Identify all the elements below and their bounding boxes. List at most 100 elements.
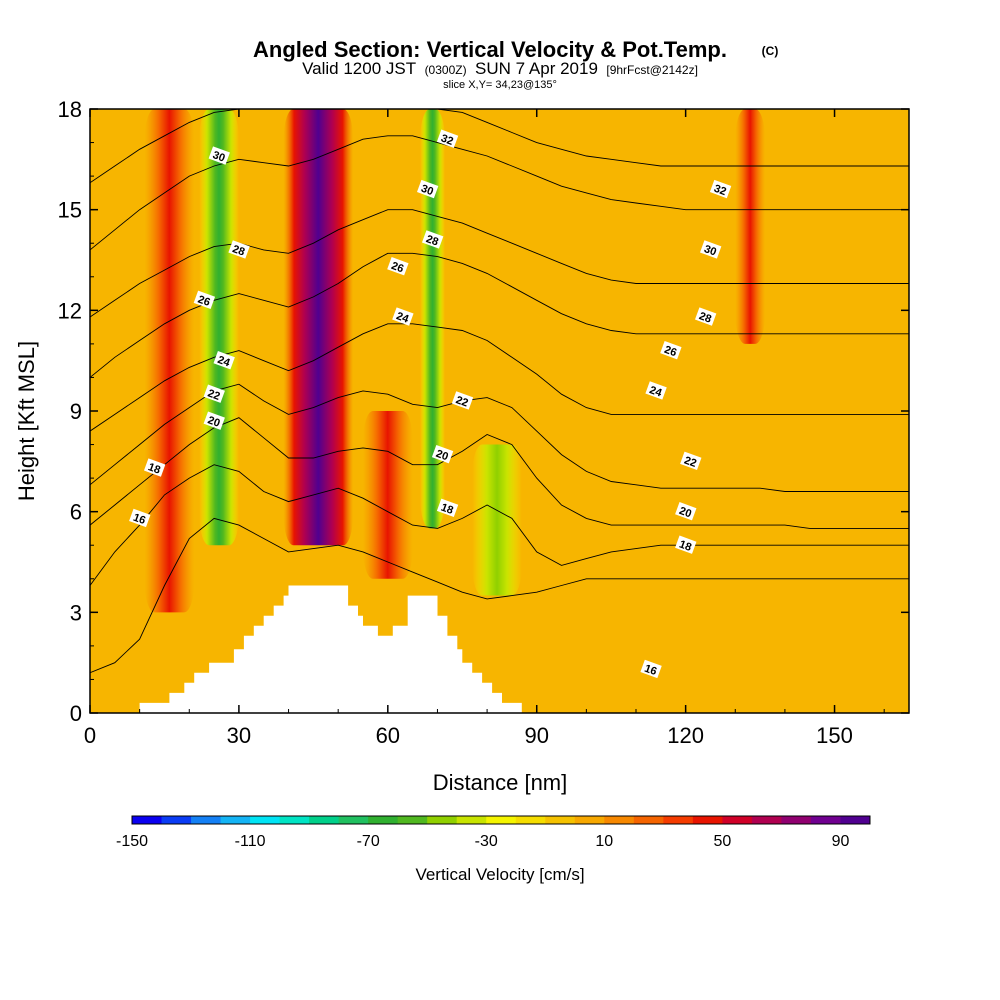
velocity-column [472, 444, 522, 596]
contour-label-bg [129, 508, 151, 528]
contour-label-bg [431, 444, 454, 464]
contour-label-text: 28 [697, 310, 713, 325]
contour-label-bg [193, 290, 216, 310]
contour-label: 32 [436, 129, 459, 148]
contour-label-text: 26 [663, 344, 679, 359]
contour-label-text: 26 [196, 294, 212, 309]
contour-label-bg [675, 535, 697, 554]
colorbar-tick-label: -150 [116, 833, 148, 850]
theta-contours [90, 109, 909, 674]
valid-fcst: [9hrFcst@2142z] [606, 63, 698, 77]
colorbar-tick-label: 90 [832, 833, 850, 850]
colorbar-swatch [604, 816, 635, 824]
contour-label-bg [387, 257, 409, 276]
colorbar-swatch [427, 816, 458, 824]
contour-label: 20 [203, 411, 225, 430]
colorbar: -150 -110 -70 -30 10 50 90 [116, 815, 871, 850]
contour-label: 20 [431, 444, 454, 464]
contour-label-bg [203, 411, 225, 430]
x-tick-label: 90 [524, 723, 548, 748]
colorbar-swatch [692, 816, 723, 824]
contour-label-bg [436, 129, 459, 148]
colorbar-swatch [161, 816, 192, 824]
colorbar-swatch [574, 816, 605, 824]
contour-label-text: 26 [390, 260, 406, 275]
contour-label: 18 [675, 535, 697, 554]
colorbar-swatch [132, 816, 163, 824]
theta-contour-32 [90, 109, 909, 184]
contour-label-bg [699, 240, 722, 259]
colorbar-tick-label: 10 [595, 833, 613, 850]
contour-label-text: 24 [395, 310, 411, 326]
contour-label-text: 32 [712, 183, 728, 198]
colorbar-swatch [397, 816, 428, 824]
valid-z: (0300Z) [425, 63, 467, 77]
y-tick-label: 12 [58, 298, 82, 323]
colorbar-swatch [338, 816, 369, 824]
contour-label-text: 18 [677, 538, 693, 553]
contour-label: 28 [694, 307, 717, 326]
theta-contour-30 [90, 135, 909, 251]
contour-label-bg [416, 179, 439, 199]
x-tick-label: 60 [376, 723, 400, 748]
contour-label-text: 22 [206, 387, 222, 402]
theta-contour-26 [90, 252, 909, 378]
contour-label-bg [660, 340, 682, 360]
contour-label: 26 [660, 340, 682, 360]
contour-label: 26 [387, 257, 409, 276]
x-tick-label: 120 [667, 723, 704, 748]
velocity-column [735, 109, 766, 344]
y-axis-title: Height [Kft MSL] [14, 341, 39, 501]
contour-label-text: 24 [648, 384, 664, 400]
contour-label-bg [436, 498, 459, 518]
terrain [90, 585, 909, 713]
chart-title-tag: (C) [762, 44, 779, 58]
colorbar-swatch [722, 816, 753, 824]
colorbar-swatch [279, 816, 310, 824]
valid-line: Valid 1200 JST (0300Z) SUN 7 Apr 2019 [9… [302, 59, 698, 78]
contour-label: 22 [203, 384, 225, 403]
contour-label: 16 [640, 659, 662, 679]
contour-label-bg [392, 307, 414, 326]
contour-label: 22 [680, 451, 702, 471]
velocity-column [144, 109, 195, 613]
theta-contour-22 [90, 383, 909, 492]
theta-contour-18 [90, 464, 909, 586]
x-tick-label: 30 [227, 723, 251, 748]
contour-label-text: 18 [439, 502, 455, 517]
contour-label: 28 [421, 230, 444, 249]
slice-label: slice X,Y= 34,23@135° [443, 79, 557, 91]
contour-label-bg [680, 451, 702, 471]
valid-date: SUN 7 Apr 2019 [475, 59, 598, 78]
contour-label-bg [203, 384, 225, 403]
contour-label-bg [421, 230, 444, 249]
y-tick-label: 18 [58, 97, 82, 122]
colorbar-label: Vertical Velocity [cm/s] [415, 865, 584, 884]
contour-label-text: 18 [146, 461, 162, 476]
contour-label-text: 28 [424, 233, 440, 248]
y-tick-label: 6 [70, 500, 82, 525]
colorbar-swatch [309, 816, 340, 824]
axes: 0 30 60 90 120 150 0 3 6 9 12 15 18 [58, 97, 909, 748]
contour-label-bg [640, 659, 662, 679]
contour-label-bg [451, 391, 474, 410]
contour-label: 24 [645, 381, 667, 400]
contour-label-bg [645, 381, 667, 400]
contour-label-bg [228, 240, 250, 259]
contour-label-text: 30 [419, 183, 435, 198]
colorbar-swatch [220, 816, 251, 824]
colorbar-frame [131, 815, 871, 825]
contour-label-bg [213, 351, 235, 370]
contour-label: 26 [193, 290, 216, 310]
contour-label-text: 22 [682, 455, 698, 470]
theta-contour-16 [90, 517, 909, 674]
colorbar-tick-label: -30 [475, 833, 498, 850]
y-tick-label: 0 [70, 701, 82, 726]
contour-label: 24 [213, 351, 235, 370]
contour-label-text: 22 [454, 394, 470, 409]
velocity-column [420, 109, 445, 529]
velocity-column [283, 109, 354, 546]
velocity-column [363, 411, 413, 579]
contour-label-bg [694, 307, 717, 326]
